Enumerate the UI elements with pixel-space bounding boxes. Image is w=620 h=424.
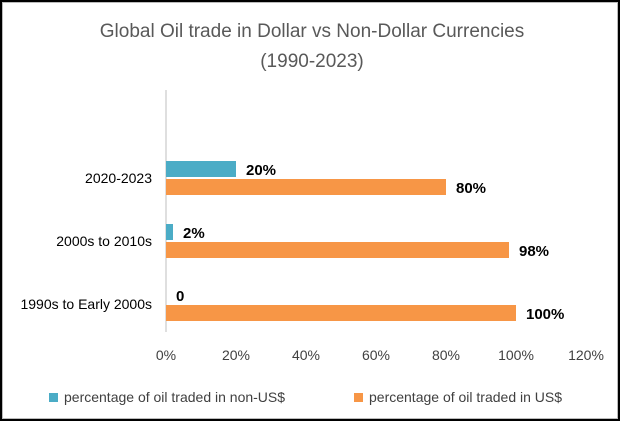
x-tick-label: 80% bbox=[432, 347, 460, 363]
x-tick-label: 20% bbox=[222, 347, 250, 363]
legend-label-usd: percentage of oil traded in US$ bbox=[369, 389, 562, 405]
data-label: 80% bbox=[456, 180, 486, 197]
bar-usd bbox=[166, 242, 509, 258]
data-label: 20% bbox=[246, 162, 276, 179]
data-label: 98% bbox=[519, 243, 549, 260]
bar-usd bbox=[166, 305, 516, 321]
x-tick-label: 60% bbox=[362, 347, 390, 363]
bar-group: 0 100% 2% 98% 20% 80% bbox=[166, 161, 564, 323]
x-tick-label: 100% bbox=[498, 347, 534, 363]
category-label: 2000s to 2010s bbox=[56, 233, 152, 249]
data-label: 2% bbox=[183, 225, 205, 242]
category-label: 2020-2023 bbox=[85, 170, 152, 186]
chart-title-line-1: Global Oil trade in Dollar vs Non-Dollar… bbox=[100, 21, 525, 42]
bar-non-usd bbox=[166, 224, 173, 240]
legend-swatch-usd bbox=[354, 393, 363, 402]
category-labels: 1990s to Early 2000s 2000s to 2010s 2020-2… bbox=[20, 170, 152, 312]
x-tick-labels: 0% 20% 40% 60% 80% 100% 120% bbox=[156, 347, 604, 363]
x-tick-label: 40% bbox=[292, 347, 320, 363]
legend-swatch-non-usd bbox=[49, 393, 58, 402]
category-label: 1990s to Early 2000s bbox=[20, 296, 152, 312]
bar-usd bbox=[166, 179, 446, 195]
legend-label-non-usd: percentage of oil traded in non-US$ bbox=[64, 389, 285, 405]
oil-trade-chart: Global Oil trade in Dollar vs Non-Dollar… bbox=[20, 21, 604, 405]
data-label: 100% bbox=[526, 306, 564, 323]
chart-title-line-2: (1990-2023) bbox=[260, 51, 364, 72]
x-tick-label: 0% bbox=[156, 347, 176, 363]
legend: percentage of oil traded in non-US$ perce… bbox=[49, 389, 562, 405]
bar-non-usd bbox=[166, 161, 236, 177]
data-label: 0 bbox=[176, 288, 184, 305]
x-tick-label: 120% bbox=[568, 347, 604, 363]
